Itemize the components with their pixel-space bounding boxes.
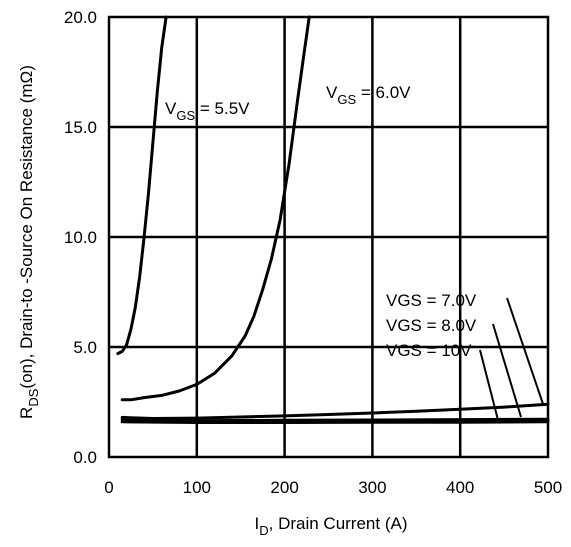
annotation-leaders	[479, 297, 544, 421]
y-axis-title: RDS(on), Drain-to -Source On Resistance …	[17, 65, 41, 419]
annotation-vgs-6-0: VGS = 6.0V	[326, 83, 411, 107]
plot-frame	[107, 15, 550, 459]
leader-vgs-10	[479, 349, 499, 421]
x-tick-label: 200	[270, 478, 298, 497]
series-line-2	[120, 402, 550, 420]
y-tick-label: 0.0	[73, 448, 97, 467]
annotation-vgs-5-5: VGS = 5.5V	[165, 99, 250, 123]
leader-vgs-7-0	[506, 297, 544, 405]
x-tick-label: 500	[534, 478, 562, 497]
x-tick-label: 300	[358, 478, 386, 497]
annotation-vgs-10: VGS = 10V	[386, 341, 472, 360]
x-tick-label: 100	[183, 478, 211, 497]
y-tick-label: 5.0	[73, 338, 97, 357]
leader-vgs-8-0	[492, 323, 522, 418]
series-line-1	[120, 15, 311, 402]
series-line-0	[116, 15, 168, 356]
series-line-4	[120, 420, 550, 424]
x-tick-label: 0	[104, 478, 113, 497]
data-series	[116, 15, 550, 424]
y-tick-label: 10.0	[64, 228, 97, 247]
x-axis-title: ID, Drain Current (A)	[255, 514, 408, 538]
series-line-3	[120, 417, 550, 423]
grid-lines	[109, 17, 548, 457]
tick-labels: 0 100 200 300 400 500 0.0 5.0 10.0 15.0 20.0	[64, 8, 562, 497]
annotation-vgs-7-0: VGS = 7.0V	[386, 291, 477, 310]
x-tick-label: 400	[446, 478, 474, 497]
y-tick-label: 15.0	[64, 118, 97, 137]
annotation-vgs-8-0: VGS = 8.0V	[386, 316, 477, 335]
y-tick-label: 20.0	[64, 8, 97, 27]
